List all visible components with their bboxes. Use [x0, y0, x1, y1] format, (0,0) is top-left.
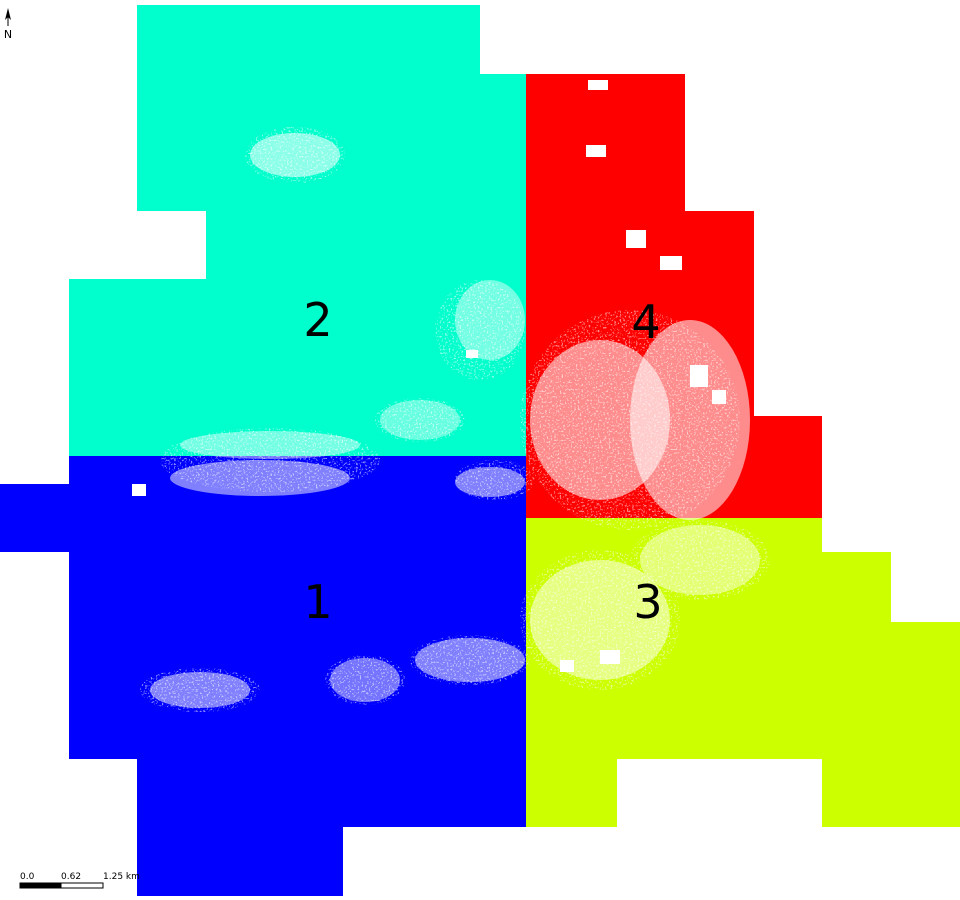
- scale-bar-segment-1: [20, 883, 61, 888]
- scale-bar: 0.0 0.62 1.25 km: [19, 872, 140, 889]
- scale-label-0: 0.0: [20, 872, 35, 882]
- scale-label-2: 1.25 km: [103, 872, 140, 882]
- scale-label-1: 0.62: [61, 872, 81, 882]
- north-letter: N: [4, 28, 12, 41]
- zone-4-label: 4: [631, 295, 660, 349]
- north-arrow-icon: [5, 8, 11, 20]
- zone-3-label: 3: [633, 575, 662, 629]
- zone-2-label: 2: [303, 293, 332, 347]
- zone-1-label: 1: [303, 575, 332, 629]
- scale-bar-segment-2: [60, 882, 104, 889]
- north-arrow: N: [4, 8, 12, 41]
- zone-2-area: [69, 5, 526, 456]
- zone-1-area: [0, 456, 526, 896]
